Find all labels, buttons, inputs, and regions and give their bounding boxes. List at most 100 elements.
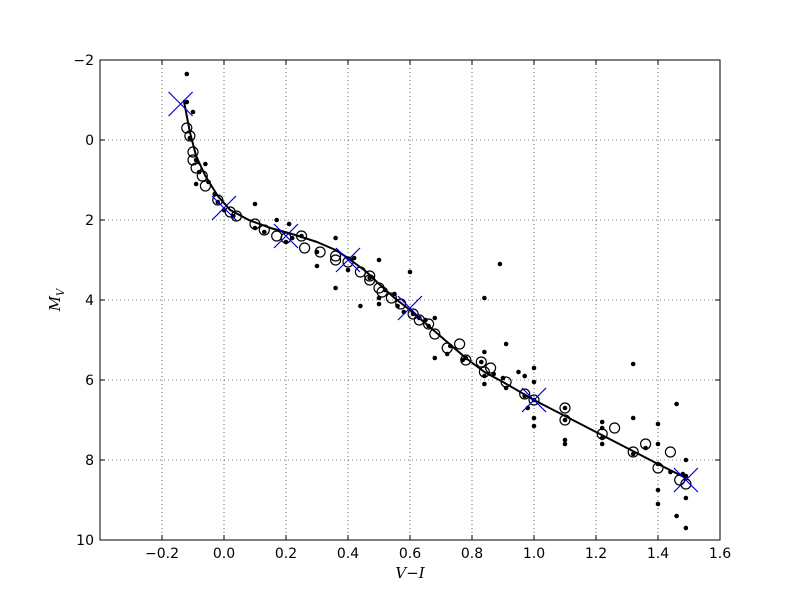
x-tick-label: 0.2 (275, 546, 297, 562)
dot-point (531, 415, 537, 421)
x-tick-label: 0.6 (399, 546, 421, 562)
open-circle-point (280, 232, 292, 244)
dot-point (531, 423, 537, 429)
open-circle-point (196, 170, 208, 182)
open-circle-point (441, 342, 453, 354)
dot-point (407, 269, 413, 275)
y-tick-label: 10 (76, 533, 94, 549)
open-circle-point (652, 462, 664, 474)
dot-point (531, 365, 537, 371)
x-tick-label: −0.2 (145, 546, 179, 562)
x-tick-label: 1.4 (647, 546, 669, 562)
open-circle-point (187, 154, 199, 166)
dot-point (683, 495, 689, 501)
x-tick-label: 0.8 (461, 546, 483, 562)
open-circle-point (184, 130, 196, 142)
dot-point (283, 239, 289, 245)
dot-point (522, 373, 527, 379)
dot-point (184, 71, 190, 77)
x-marker-point (168, 91, 194, 117)
dot-point (655, 421, 661, 427)
dot-point (497, 261, 503, 267)
open-circle-point (413, 314, 425, 326)
x-marker-stroke (521, 387, 547, 413)
dot-point (503, 341, 509, 347)
dot-point (655, 461, 661, 467)
dot-point (599, 435, 605, 441)
open-circle-point (460, 354, 472, 366)
open-circle-point (187, 146, 199, 158)
x-axis-label: V−I (395, 564, 425, 582)
dot-point (184, 99, 190, 105)
dot-point (482, 295, 487, 301)
dot-point (599, 441, 605, 447)
open-circle-point (627, 446, 639, 458)
x-marker-point (673, 467, 699, 493)
x-marker-stroke (335, 247, 361, 273)
open-circle-point (559, 402, 571, 414)
open-circle-point (295, 230, 308, 242)
dot-point (599, 419, 605, 425)
open-circle-point (608, 422, 621, 434)
dot-point (299, 233, 304, 239)
dot-point (531, 379, 537, 385)
dot-point (376, 257, 382, 263)
open-circle-point (664, 446, 677, 458)
open-circle-point (190, 162, 202, 174)
dot-point (252, 225, 258, 231)
open-circle-point (376, 286, 388, 298)
open-circle-point (271, 230, 283, 242)
x-tick-label: 1.2 (585, 546, 607, 562)
dot-point (262, 229, 267, 235)
open-circle-point (454, 338, 466, 350)
fit-curve-line (182, 99, 687, 479)
open-circle-point (385, 292, 397, 304)
dot-point (479, 359, 484, 365)
dot-point (252, 201, 258, 207)
dot-point (562, 441, 568, 447)
open-circle-point (354, 266, 366, 278)
dot-point (630, 361, 636, 367)
open-circle-point (639, 438, 652, 450)
open-circle-point (299, 242, 311, 254)
dot-point (286, 221, 292, 227)
x-marker-point (521, 387, 547, 413)
x-marker-stroke (273, 223, 299, 249)
dot-series (184, 71, 689, 531)
open-circle-point (485, 362, 497, 374)
dot-point (482, 381, 487, 387)
x-marker-stroke (168, 91, 194, 117)
dot-point (630, 451, 636, 457)
y-tick-label: 8 (85, 453, 94, 469)
dot-point (562, 417, 568, 423)
dot-point (376, 301, 382, 307)
open-circle-point (680, 478, 692, 490)
x-marker-stroke (673, 467, 699, 493)
dot-point (655, 501, 661, 507)
y-axis-label: MV (46, 287, 67, 312)
open-circle-point (258, 224, 270, 236)
dot-point (187, 135, 193, 141)
y-tick-label: 2 (85, 213, 94, 229)
dot-point (674, 513, 679, 519)
dot-point (522, 393, 527, 399)
open-circle-point (528, 394, 540, 406)
x-tick-label: 1.0 (523, 546, 545, 562)
fit-curve (182, 99, 687, 479)
dot-point (426, 323, 431, 329)
dot-point (314, 263, 320, 269)
dot-point (432, 315, 438, 321)
dot-point (190, 109, 196, 115)
dot-point (333, 285, 338, 291)
open-circle-point (199, 180, 211, 192)
dot-point (367, 275, 373, 281)
axis-ticks (100, 59, 721, 541)
open-circle-series (181, 122, 692, 490)
open-circle-point (596, 428, 608, 440)
open-circle-point (212, 194, 224, 206)
dot-point (655, 441, 661, 447)
dot-point (274, 217, 280, 223)
y-axis-label-sub: V (56, 287, 67, 296)
y-tick-label: 4 (85, 293, 94, 309)
